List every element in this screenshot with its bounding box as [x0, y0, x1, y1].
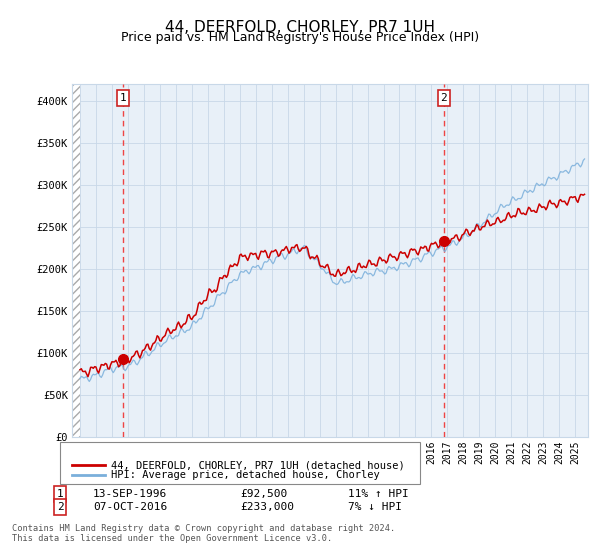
- Text: 44, DEERFOLD, CHORLEY, PR7 1UH (detached house): 44, DEERFOLD, CHORLEY, PR7 1UH (detached…: [111, 460, 405, 470]
- Text: 07-OCT-2016: 07-OCT-2016: [93, 502, 167, 512]
- Text: HPI: Average price, detached house, Chorley: HPI: Average price, detached house, Chor…: [111, 470, 380, 480]
- Text: 2: 2: [56, 502, 64, 512]
- Text: 44, DEERFOLD, CHORLEY, PR7 1UH: 44, DEERFOLD, CHORLEY, PR7 1UH: [165, 20, 435, 35]
- Text: 7% ↓ HPI: 7% ↓ HPI: [348, 502, 402, 512]
- Text: Price paid vs. HM Land Registry's House Price Index (HPI): Price paid vs. HM Land Registry's House …: [121, 31, 479, 44]
- Bar: [72, 84, 80, 437]
- Text: £92,500: £92,500: [240, 489, 287, 499]
- Text: 2: 2: [440, 93, 447, 103]
- Text: 1: 1: [56, 489, 64, 499]
- Text: 13-SEP-1996: 13-SEP-1996: [93, 489, 167, 499]
- Text: £233,000: £233,000: [240, 502, 294, 512]
- Text: 11% ↑ HPI: 11% ↑ HPI: [348, 489, 409, 499]
- Text: Contains HM Land Registry data © Crown copyright and database right 2024.
This d: Contains HM Land Registry data © Crown c…: [12, 524, 395, 543]
- Text: 1: 1: [120, 93, 127, 103]
